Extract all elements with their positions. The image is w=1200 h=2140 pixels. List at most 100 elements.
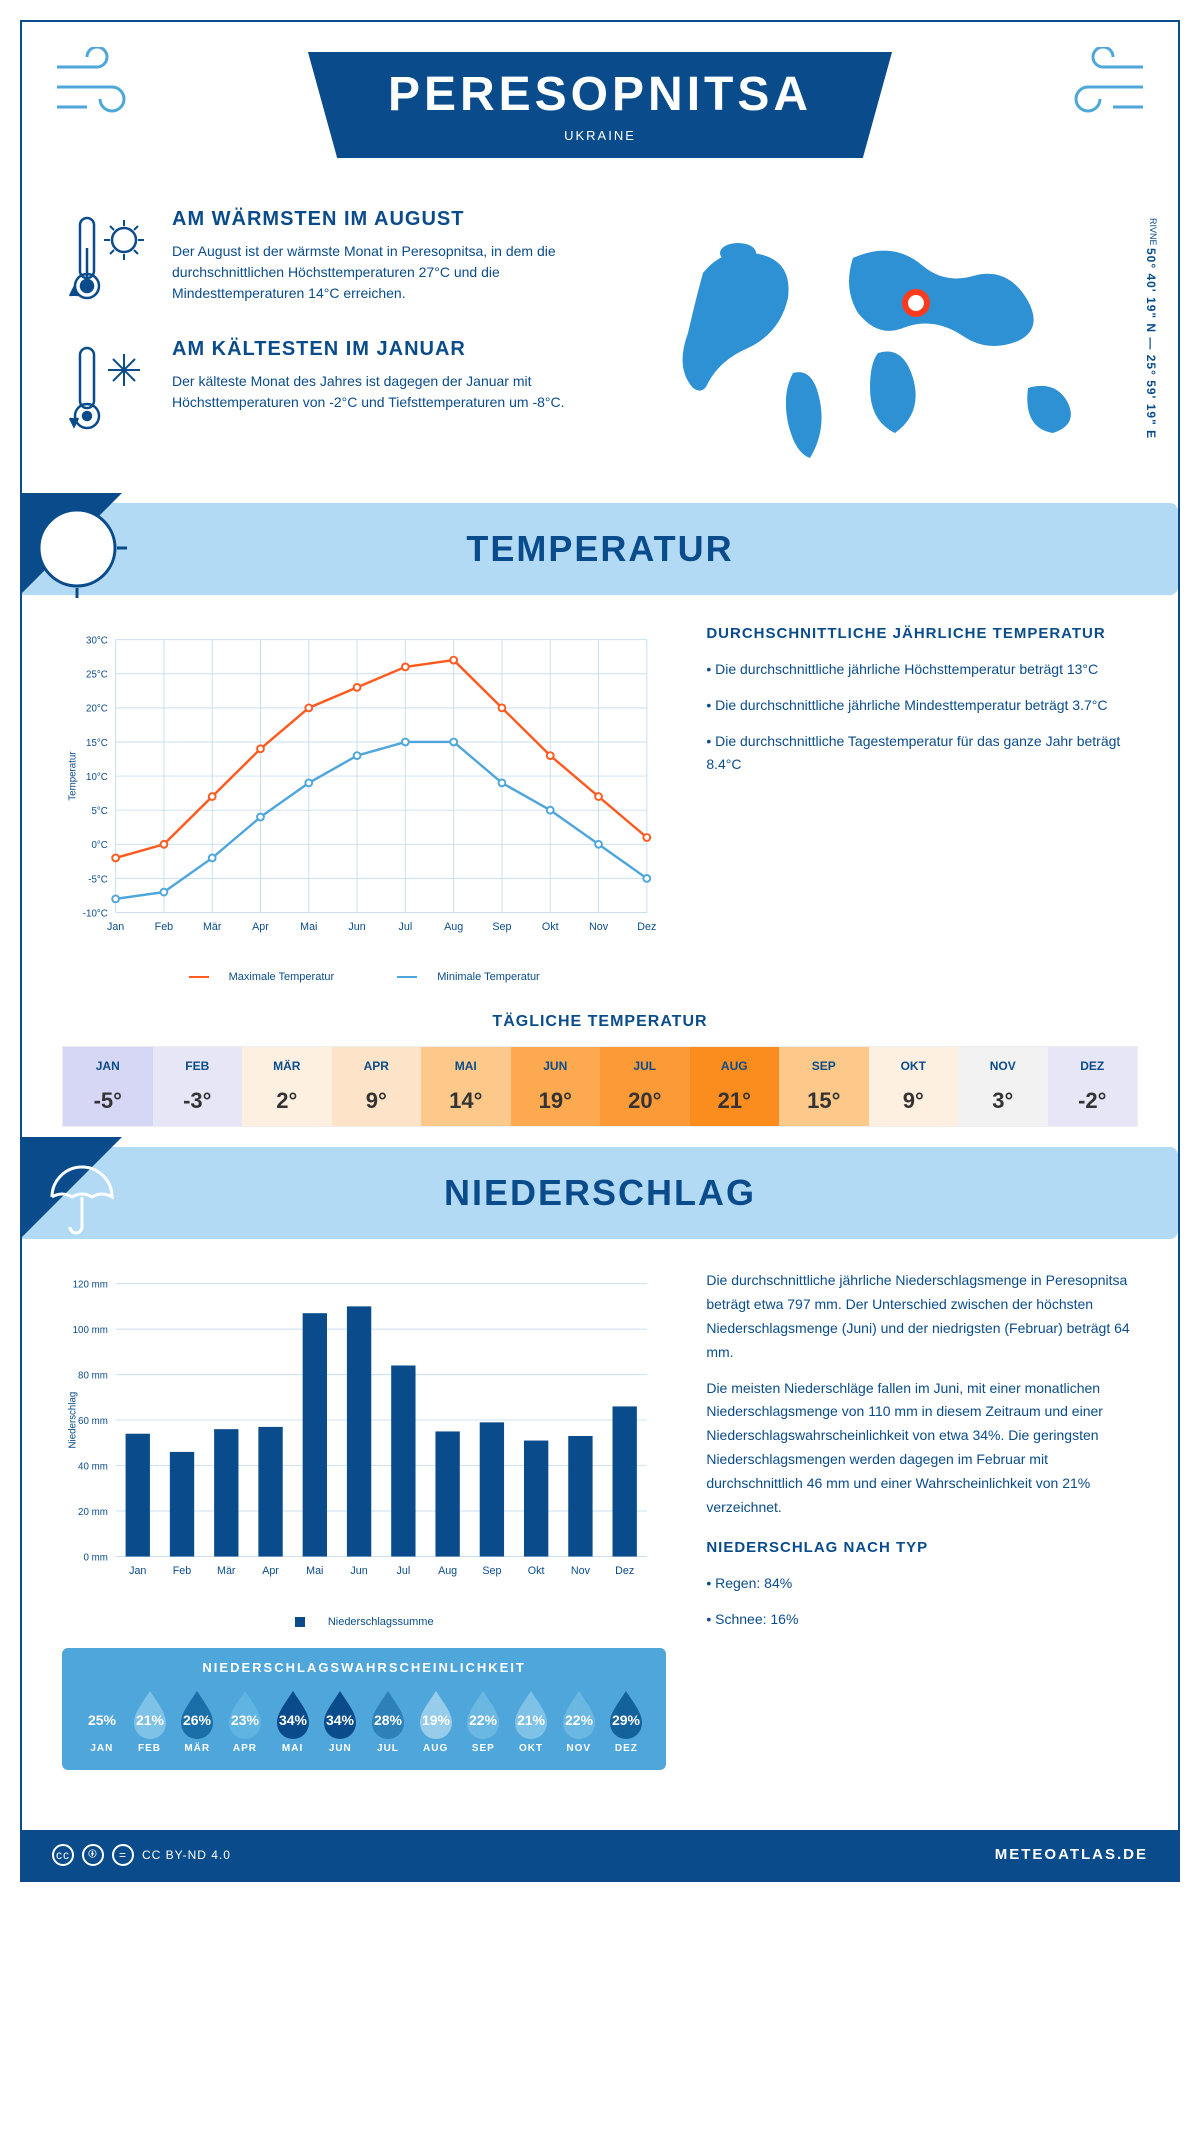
drop-cell: 21%FEB — [129, 1687, 171, 1754]
svg-text:Jun: Jun — [348, 921, 365, 933]
svg-text:120 mm: 120 mm — [73, 1280, 108, 1291]
drop-cell: 34%MAI — [272, 1687, 314, 1754]
warmest-block: AM WÄRMSTEN IM AUGUST Der August ist der… — [62, 208, 618, 308]
wind-icon — [1053, 47, 1153, 127]
svg-text:5°C: 5°C — [91, 806, 107, 817]
brand-text: METEOATLAS.DE — [995, 1846, 1148, 1863]
world-map-icon — [658, 208, 1138, 468]
svg-text:Aug: Aug — [444, 921, 463, 933]
daily-temp-title: TÄGLICHE TEMPERATUR — [62, 1013, 1138, 1031]
annual-temp-title: DURCHSCHNITTLICHE JÄHRLICHE TEMPERATUR — [706, 625, 1138, 642]
svg-text:Aug: Aug — [438, 1565, 457, 1577]
precip-rain: • Regen: 84% — [706, 1572, 1138, 1596]
month-cell: JAN-5° — [63, 1047, 153, 1126]
nd-icon: = — [112, 1844, 134, 1866]
temperature-line-chart: -10°C-5°C0°C5°C10°C15°C20°C25°C30°CJanFe… — [62, 625, 666, 956]
annual-temp-b2: • Die durchschnittliche jährliche Mindes… — [706, 694, 1138, 718]
svg-text:25°C: 25°C — [86, 670, 108, 681]
svg-text:20°C: 20°C — [86, 704, 108, 715]
month-cell: SEP15° — [779, 1047, 869, 1126]
svg-text:Dez: Dez — [615, 1565, 634, 1577]
svg-text:22%: 22% — [469, 1712, 498, 1728]
svg-text:Jun: Jun — [350, 1565, 367, 1577]
umbrella-icon — [22, 1137, 142, 1257]
precip-probability-panel: NIEDERSCHLAGSWAHRSCHEINLICHKEIT 25%JAN21… — [62, 1648, 666, 1770]
license-block: cc 🅯 = CC BY-ND 4.0 — [52, 1844, 231, 1866]
svg-text:100 mm: 100 mm — [73, 1325, 108, 1336]
svg-text:10°C: 10°C — [86, 772, 108, 783]
precip-header: NIEDERSCHLAG — [22, 1147, 1178, 1239]
coldest-block: AM KÄLTESTEN IM JANUAR Der kälteste Mona… — [62, 338, 618, 438]
cc-icon: cc — [52, 1844, 74, 1866]
temperature-header: TEMPERATUR — [22, 503, 1178, 595]
svg-text:Jul: Jul — [399, 921, 413, 933]
map-column: RIVNE 50° 40' 19" N — 25° 59' 19" E — [658, 208, 1138, 473]
svg-text:Okt: Okt — [542, 921, 559, 933]
svg-text:Sep: Sep — [492, 921, 511, 933]
legend-min: Minimale Temperatur — [437, 971, 540, 983]
svg-text:25%: 25% — [88, 1712, 117, 1728]
daily-temp-strip: JAN-5°FEB-3°MÄR2°APR9°MAI14°JUN19°JUL20°… — [62, 1046, 1138, 1127]
svg-text:Dez: Dez — [637, 921, 656, 933]
svg-text:Nov: Nov — [571, 1565, 591, 1577]
drop-cell: 34%JUN — [319, 1687, 361, 1754]
svg-text:Jul: Jul — [397, 1565, 411, 1577]
svg-text:Jan: Jan — [129, 1565, 146, 1577]
svg-text:-5°C: -5°C — [88, 874, 108, 885]
svg-text:Mär: Mär — [217, 1565, 236, 1577]
annual-temp-b3: • Die durchschnittliche Tagestemperatur … — [706, 730, 1138, 778]
title-banner: PERESOPNITSA UKRAINE — [308, 52, 892, 158]
svg-text:Okt: Okt — [528, 1565, 545, 1577]
footer: cc 🅯 = CC BY-ND 4.0 METEOATLAS.DE — [22, 1830, 1178, 1880]
region-label: RIVNE — [1148, 218, 1158, 246]
drop-cell: 29%DEZ — [605, 1687, 647, 1754]
svg-text:40 mm: 40 mm — [78, 1462, 108, 1473]
svg-text:22%: 22% — [565, 1712, 594, 1728]
svg-text:Temperatur: Temperatur — [68, 751, 79, 801]
svg-text:Niederschlag: Niederschlag — [68, 1392, 79, 1449]
drop-cell: 23%APR — [224, 1687, 266, 1754]
country-name: UKRAINE — [388, 128, 812, 143]
drop-cell: 21%OKT — [510, 1687, 552, 1754]
svg-text:Apr: Apr — [262, 1565, 279, 1577]
thermometer-sun-icon — [62, 208, 152, 308]
precip-type-title: NIEDERSCHLAG NACH TYP — [706, 1539, 1138, 1556]
coordinates: 50° 40' 19" N — 25° 59' 19" E — [1144, 248, 1158, 439]
svg-text:Mai: Mai — [300, 921, 317, 933]
svg-text:-10°C: -10°C — [83, 908, 108, 919]
svg-text:21%: 21% — [136, 1712, 165, 1728]
svg-text:Sep: Sep — [482, 1565, 501, 1577]
drop-cell: 26%MÄR — [176, 1687, 218, 1754]
legend-precip: Niederschlagssumme — [328, 1616, 434, 1628]
month-cell: APR9° — [332, 1047, 422, 1126]
svg-text:15°C: 15°C — [86, 738, 108, 749]
drop-cell: 28%JUL — [367, 1687, 409, 1754]
month-cell: JUN19° — [511, 1047, 601, 1126]
prob-title: NIEDERSCHLAGSWAHRSCHEINLICHKEIT — [78, 1660, 650, 1675]
drop-cell: 22%NOV — [558, 1687, 600, 1754]
coldest-title: AM KÄLTESTEN IM JANUAR — [172, 338, 618, 361]
section-title: TEMPERATUR — [62, 528, 1138, 570]
chart-legend: Niederschlagssumme — [62, 1616, 666, 1628]
by-icon: 🅯 — [82, 1844, 104, 1866]
section-title: NIEDERSCHLAG — [62, 1172, 1138, 1214]
svg-text:19%: 19% — [422, 1712, 451, 1728]
precip-p1: Die durchschnittliche jährliche Niedersc… — [706, 1269, 1138, 1364]
svg-text:Mär: Mär — [203, 921, 222, 933]
svg-text:34%: 34% — [279, 1712, 308, 1728]
svg-text:Feb: Feb — [173, 1565, 192, 1577]
svg-text:0°C: 0°C — [91, 840, 107, 851]
svg-text:80 mm: 80 mm — [78, 1371, 108, 1382]
precip-p2: Die meisten Niederschläge fallen im Juni… — [706, 1377, 1138, 1520]
month-cell: AUG21° — [690, 1047, 780, 1126]
svg-text:Jan: Jan — [107, 921, 124, 933]
svg-text:Apr: Apr — [252, 921, 269, 933]
license-text: CC BY-ND 4.0 — [142, 1848, 231, 1862]
month-cell: DEZ-2° — [1048, 1047, 1138, 1126]
sun-icon — [22, 493, 142, 613]
precip-snow: • Schnee: 16% — [706, 1608, 1138, 1632]
svg-text:21%: 21% — [517, 1712, 546, 1728]
svg-text:29%: 29% — [612, 1712, 641, 1728]
legend-max: Maximale Temperatur — [229, 971, 335, 983]
month-cell: FEB-3° — [153, 1047, 243, 1126]
